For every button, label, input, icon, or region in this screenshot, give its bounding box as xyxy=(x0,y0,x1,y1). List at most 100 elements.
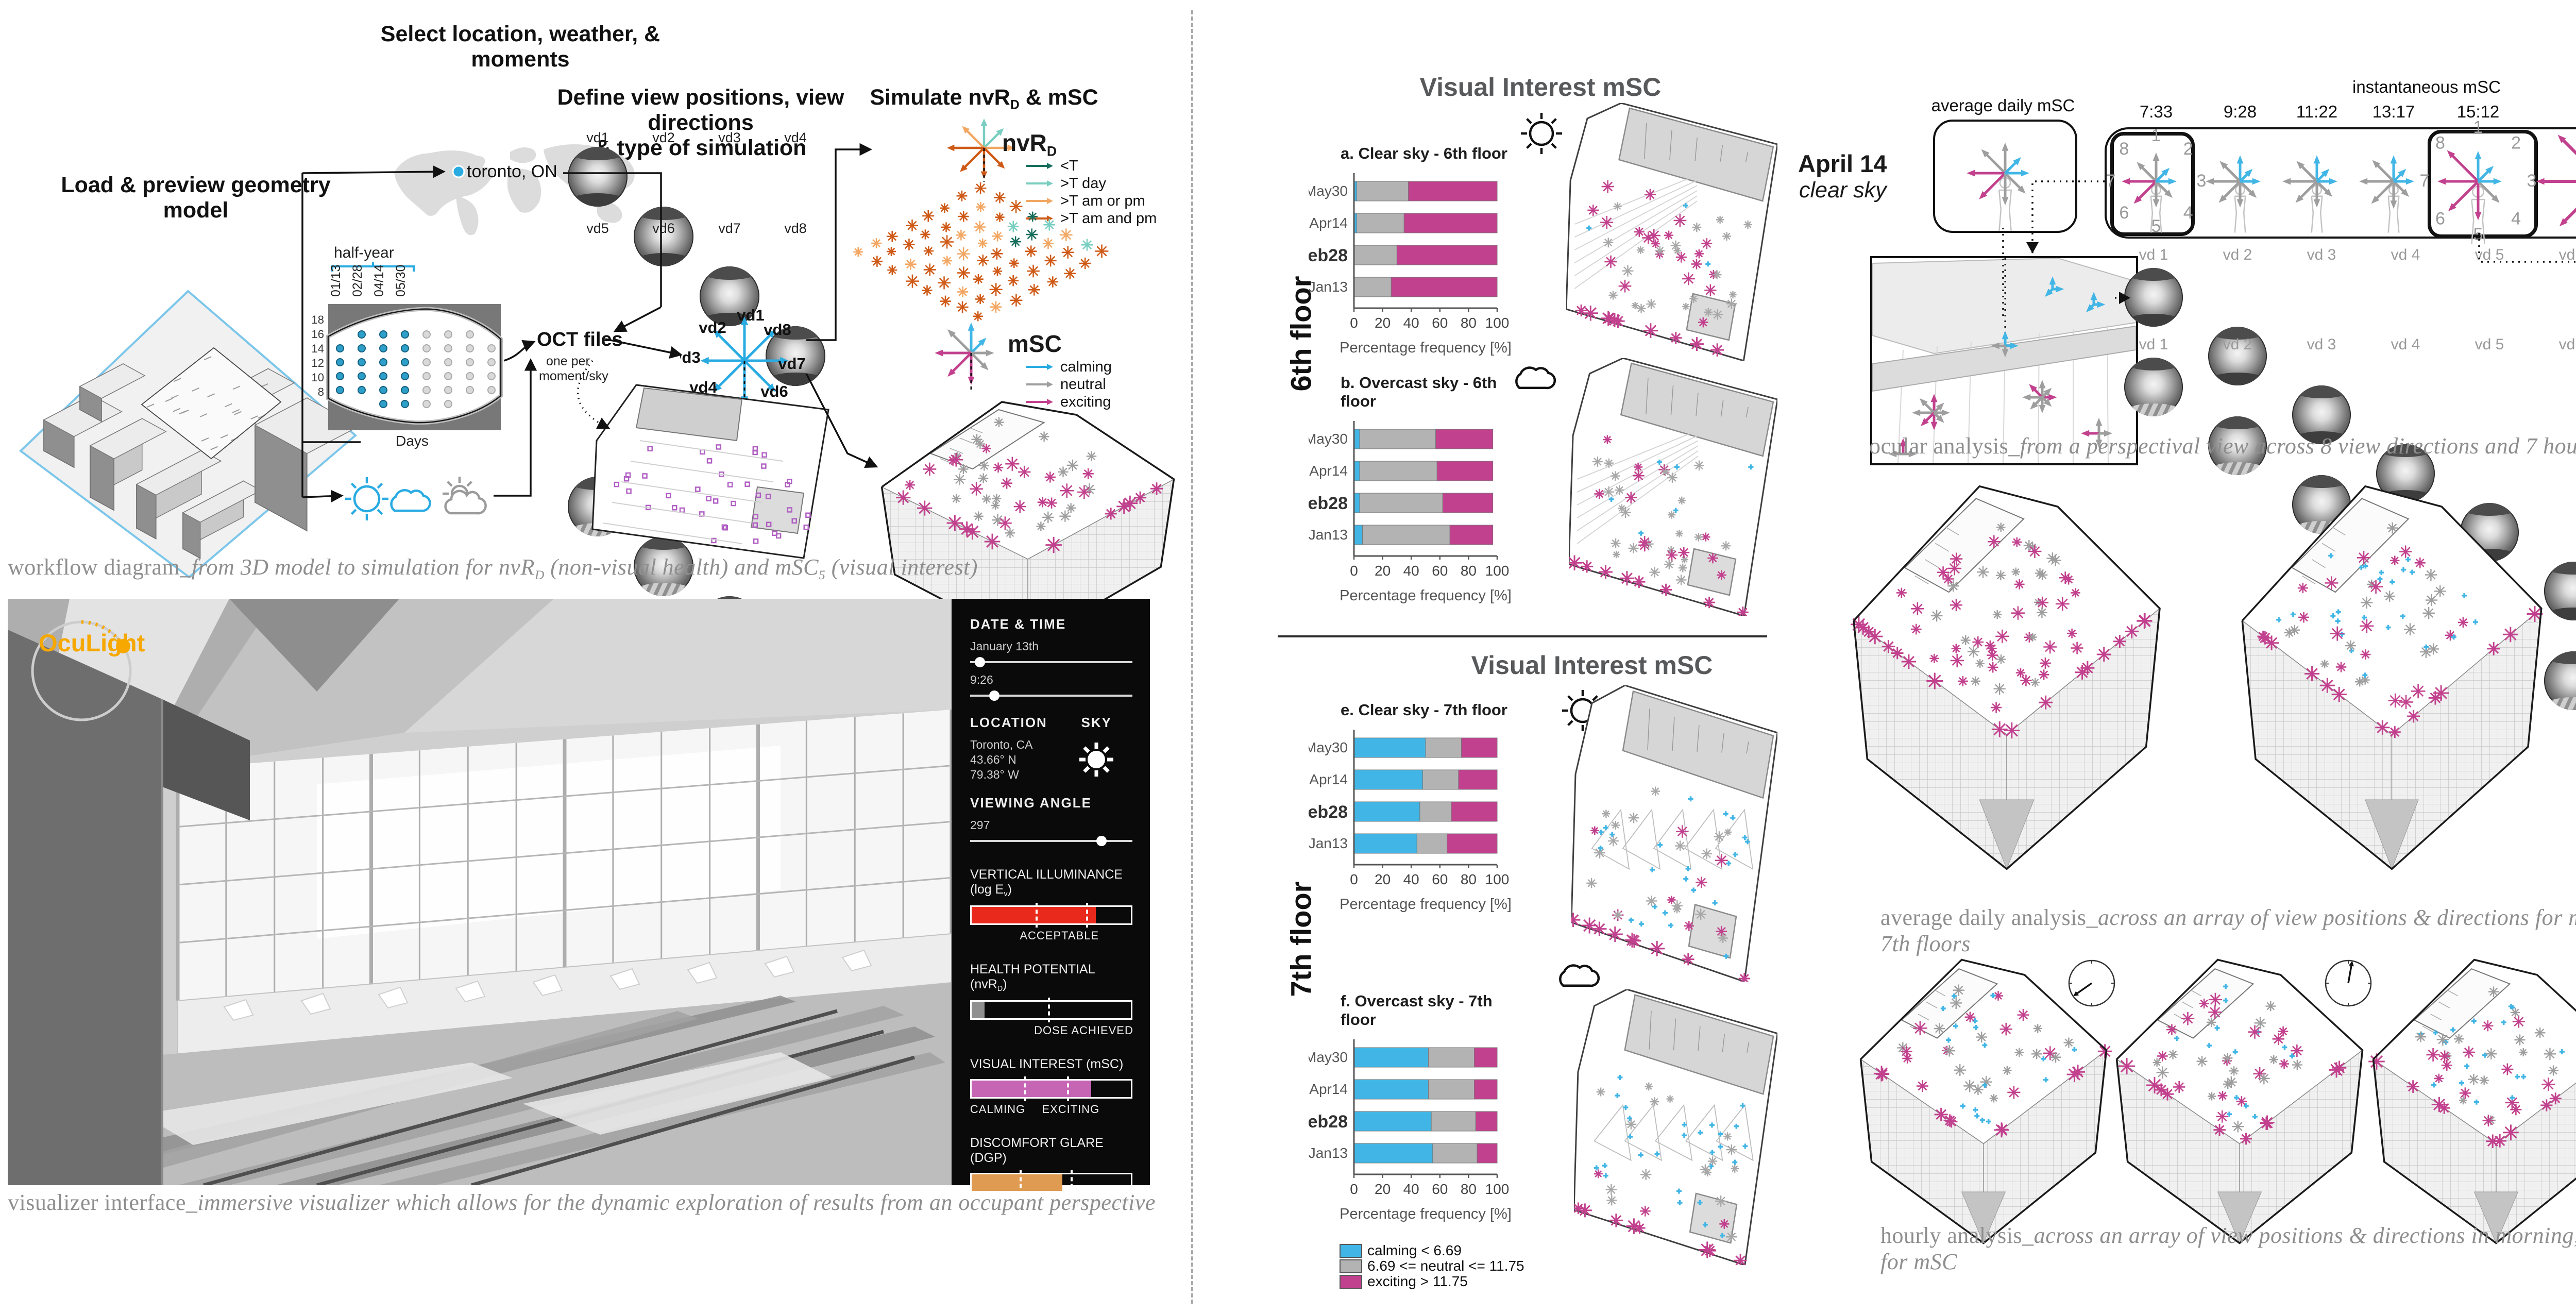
workflow-connectors xyxy=(301,143,878,503)
vd-label: vd 3 xyxy=(2307,246,2336,263)
hourly-axon-midday xyxy=(2103,951,2376,1252)
chart-title: a. Clear sky - 6th floor xyxy=(1341,144,1507,162)
time-slider-knob[interactable] xyxy=(989,690,1000,701)
msc-label: mSC xyxy=(1008,330,1062,357)
chart-panel-a: a. Clear sky - 6th floor May30 Apr14 Feb28 J… xyxy=(1309,144,1525,392)
time-slider[interactable] xyxy=(970,690,1132,701)
header-select-location: Select location, weather, & moments xyxy=(380,22,660,72)
date-slider[interactable] xyxy=(970,656,1132,668)
msc-section-title-7th: Visual Interest mSC xyxy=(1471,651,1713,680)
svg-text:100: 100 xyxy=(1485,563,1510,579)
msc-chart-legend: calming < 6.69 6.69 <= neutral <= 11.75 ex… xyxy=(1340,1242,1524,1289)
nvrd-legend: <T >T day >T am or pm >T am and pm xyxy=(1025,157,1157,227)
viewing-angle-slider[interactable] xyxy=(970,835,1132,847)
vd-label: vd 5 xyxy=(2475,336,2504,353)
svg-text:Jan13: Jan13 xyxy=(1309,835,1348,851)
metric-title: VISUAL INTEREST (mSC) xyxy=(970,1057,1124,1072)
svg-text:7: 7 xyxy=(2106,171,2116,191)
svg-text:Apr14: Apr14 xyxy=(1309,1081,1348,1097)
svg-text:May30: May30 xyxy=(1309,183,1348,199)
oct-sub2: moment/sky xyxy=(539,369,608,383)
floorplan-7th-clear xyxy=(1571,685,1777,982)
svg-text:vd8: vd8 xyxy=(764,321,791,339)
hourly-clocks xyxy=(2068,959,2372,1007)
avg-daily-msc-label: average daily mSC xyxy=(1931,96,2075,115)
viewing-angle-heading: VIEWING ANGLE xyxy=(970,795,1092,811)
half-year-label: half-year xyxy=(334,244,394,261)
svg-text:01/13: 01/13 xyxy=(329,264,343,297)
bar-row xyxy=(1353,769,1498,790)
legend-row: neutral xyxy=(1025,376,1112,393)
avg-analysis-axon-6th xyxy=(1837,474,2177,881)
svg-text:Feb28: Feb28 xyxy=(1309,802,1348,822)
workflow-caption: workflow diagram_from 3D model to simula… xyxy=(8,554,978,582)
svg-text:Feb28: Feb28 xyxy=(1309,246,1348,265)
svg-text:40: 40 xyxy=(1403,871,1419,887)
hourly-analysis-caption: hourly analysis_across an array of view … xyxy=(1880,1223,2576,1274)
svg-text:2: 2 xyxy=(2183,139,2193,159)
vd-label: vd8 xyxy=(784,221,807,236)
svg-text:vd6: vd6 xyxy=(760,382,788,400)
highlight-box-1512 xyxy=(2428,130,2538,238)
svg-text:vd1: vd1 xyxy=(737,306,764,324)
svg-text:vd7: vd7 xyxy=(778,355,805,373)
metric-title: HEALTH POTENTIAL (nvRD) xyxy=(970,962,1095,993)
svg-text:80: 80 xyxy=(1461,315,1477,331)
avg-analysis-axon-7th xyxy=(2226,474,2558,881)
svg-text:2: 2 xyxy=(2511,133,2521,153)
fisheye-view xyxy=(2544,651,2576,710)
fisheye-view xyxy=(2124,358,2183,416)
avg-daily-msc-box xyxy=(1933,120,2077,233)
bar-row xyxy=(1353,181,1498,201)
svg-text:100: 100 xyxy=(1485,871,1510,887)
svg-text:Percentage frequency [%]: Percentage frequency [%] xyxy=(1340,587,1512,604)
svg-text:80: 80 xyxy=(1461,871,1477,887)
view-positions-plan xyxy=(587,379,835,564)
svg-text:8: 8 xyxy=(2119,139,2129,159)
viewing-angle-slider-knob[interactable] xyxy=(1096,836,1107,846)
svg-text:Percentage frequency [%]: Percentage frequency [%] xyxy=(1340,896,1512,913)
svg-text:5: 5 xyxy=(2473,225,2483,244)
time-step-label: 7:33 xyxy=(2139,102,2173,121)
fisheye-view xyxy=(2208,416,2267,475)
nvrd-compass xyxy=(938,116,1030,183)
legend-row: >T am and pm xyxy=(1025,210,1157,227)
map-location-label: toronto, ON xyxy=(467,162,557,181)
svg-text:Apr14: Apr14 xyxy=(1309,463,1348,479)
nvrd-label: nvRD xyxy=(1002,129,1057,159)
svg-text:Jan13: Jan13 xyxy=(1309,1145,1348,1161)
sky-toggle-icon[interactable] xyxy=(1075,738,1118,781)
floor-section-separator xyxy=(1278,635,1767,637)
bar-row xyxy=(1353,833,1498,854)
svg-text:Percentage frequency [%]: Percentage frequency [%] xyxy=(1340,1206,1512,1222)
chart-panel-e: e. Clear sky - 7th floor May30 Apr14 Feb28 J… xyxy=(1309,701,1525,948)
vd-label: vd1 xyxy=(586,130,609,145)
svg-text:60: 60 xyxy=(1432,563,1448,579)
visualizer-control-panel: DATE & TIME January 13th 9:26 LOCATION SKY To… xyxy=(952,599,1150,1209)
metric-title: VERTICAL ILLUMINANCE (log Ev) xyxy=(970,867,1123,899)
svg-text:12: 12 xyxy=(312,357,324,369)
svg-text:0: 0 xyxy=(1350,1181,1358,1197)
sun-icon xyxy=(1520,111,1564,155)
bar-row xyxy=(1353,1079,1498,1100)
vd-label: vd 1 xyxy=(2139,246,2168,263)
bar-row xyxy=(1353,1047,1498,1068)
svg-text:10: 10 xyxy=(312,371,324,384)
date-slider-knob[interactable] xyxy=(974,657,985,667)
oculight-logo-text: OcuLight xyxy=(39,629,145,656)
svg-text:04/14: 04/14 xyxy=(372,264,386,297)
bar-row xyxy=(1353,1143,1498,1164)
metric-bar xyxy=(970,1076,1132,1102)
svg-text:0: 0 xyxy=(1350,563,1358,579)
header-simulate: Simulate nvRD & mSC xyxy=(870,85,1098,112)
svg-text:5: 5 xyxy=(2151,216,2161,236)
svg-text:05/30: 05/30 xyxy=(394,264,408,297)
svg-text:0: 0 xyxy=(1350,315,1358,331)
svg-text:18: 18 xyxy=(312,313,324,326)
vd-label: vd 6 xyxy=(2558,336,2576,353)
chart-panel-b: b. Overcast sky - 6th floor May30 Apr14 Feb… xyxy=(1309,374,1525,621)
moments-day-chart: 18 16 14 12 10 8 01/13 02/28 04/14 05/30 xyxy=(309,260,526,451)
svg-text:May30: May30 xyxy=(1309,431,1348,447)
